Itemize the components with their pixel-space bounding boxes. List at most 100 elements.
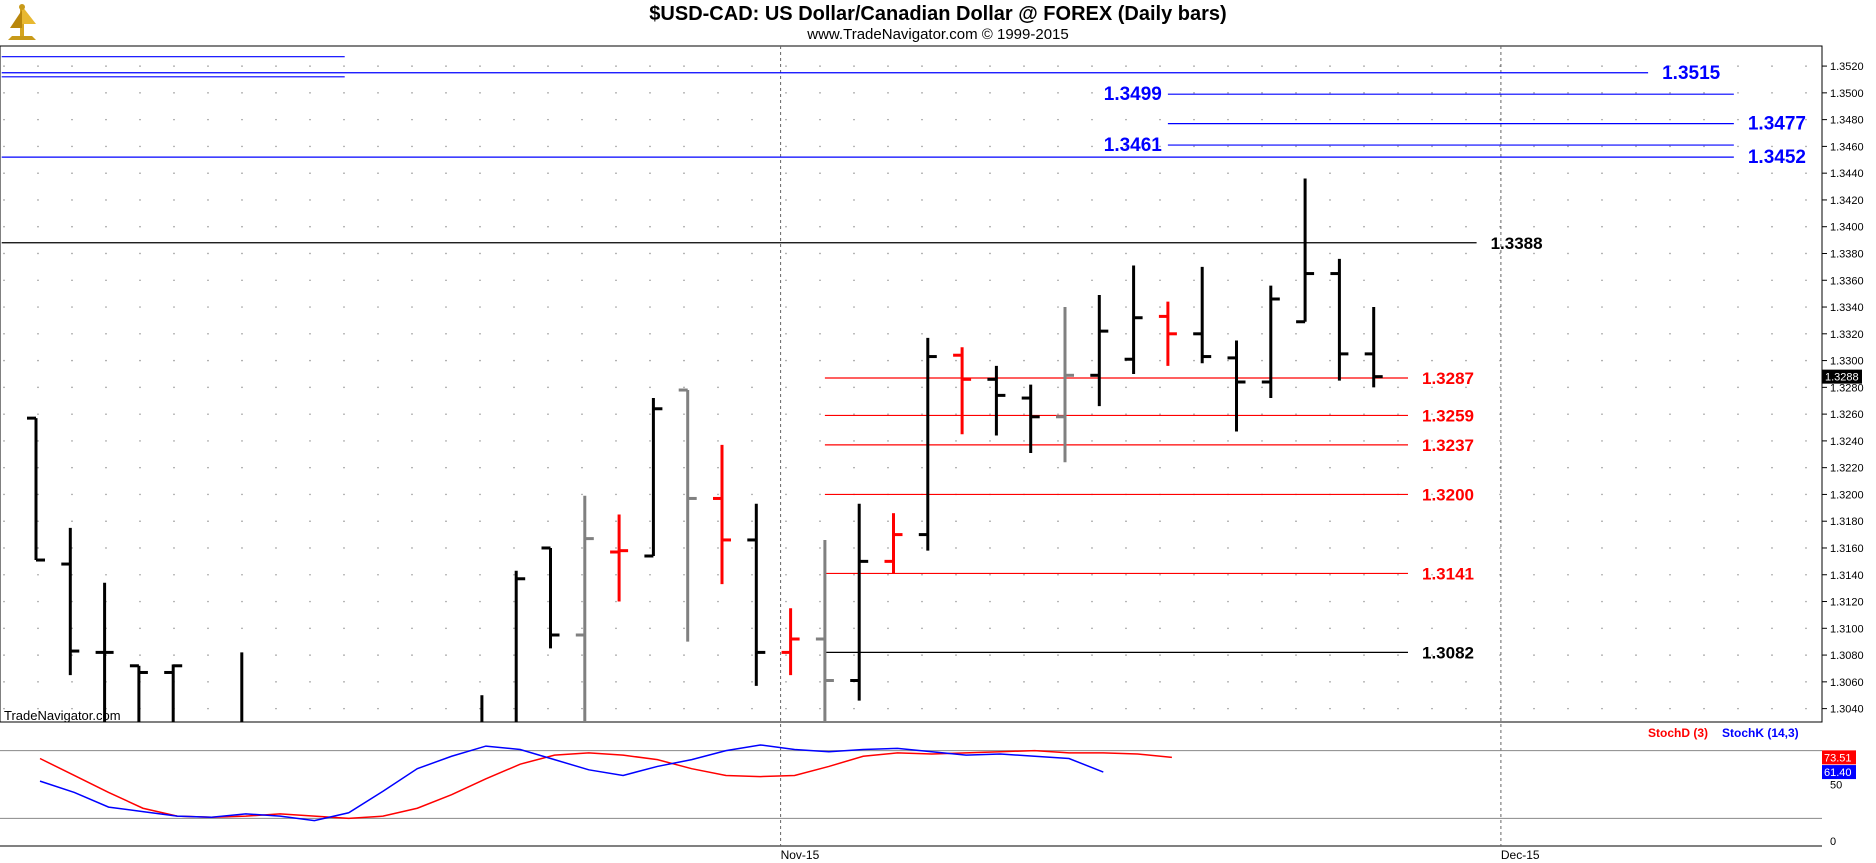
grid-dot xyxy=(173,654,175,656)
grid-dot xyxy=(819,681,821,683)
grid-dot xyxy=(819,654,821,656)
grid-dot xyxy=(1533,145,1535,148)
grid-dot xyxy=(1227,654,1229,656)
grid-dot xyxy=(207,440,209,442)
grid-dot xyxy=(1227,252,1229,255)
grid-dot xyxy=(751,172,753,174)
grid-dot xyxy=(785,118,787,121)
grid-dot xyxy=(1397,627,1399,630)
grid-dot xyxy=(105,199,107,201)
grid-dot xyxy=(275,440,277,442)
grid-dot xyxy=(921,225,923,228)
grid-dot xyxy=(1363,279,1365,282)
grid-dot xyxy=(1567,573,1569,576)
grid-dot xyxy=(1091,92,1093,94)
grid-dot xyxy=(1669,520,1671,523)
grid-dot xyxy=(513,279,515,282)
grid-dot xyxy=(1295,627,1297,630)
grid-dot xyxy=(37,386,39,389)
grid-dot xyxy=(1703,333,1705,335)
grid-dot xyxy=(1431,413,1433,415)
grid-dot xyxy=(1261,681,1263,683)
grid-dot xyxy=(207,627,209,630)
grid-dot xyxy=(71,681,73,683)
grid-dot xyxy=(819,199,821,201)
grid-dot xyxy=(479,92,481,94)
grid-dot xyxy=(1431,466,1433,469)
grid-dot xyxy=(1601,145,1603,148)
grid-dot xyxy=(955,707,957,710)
grid-dot xyxy=(1329,681,1331,683)
grid-dot xyxy=(3,681,5,683)
grid-dot xyxy=(139,145,141,148)
grid-dot xyxy=(411,333,413,335)
grid-dot xyxy=(887,65,889,67)
grid-dot xyxy=(275,279,277,282)
grid-dot xyxy=(37,600,39,603)
grid-dot xyxy=(955,172,957,174)
grid-dot xyxy=(921,92,923,94)
grid-dot xyxy=(1227,627,1229,630)
grid-dot xyxy=(989,520,991,523)
grid-dot xyxy=(1397,547,1399,549)
chart-header: $USD-CAD: US Dollar/Canadian Dollar @ FO… xyxy=(0,0,1876,46)
grid-dot xyxy=(615,145,617,148)
grid-dot xyxy=(683,333,685,335)
grid-dot xyxy=(241,252,243,255)
grid-dot xyxy=(1805,681,1807,683)
grid-dot xyxy=(853,65,855,67)
grid-dot xyxy=(615,520,617,523)
grid-dot xyxy=(309,440,311,442)
grid-dot xyxy=(989,466,991,469)
grid-dot xyxy=(1669,413,1671,415)
grid-dot xyxy=(1567,306,1569,308)
grid-dot xyxy=(887,333,889,335)
grid-dot xyxy=(411,573,413,576)
grid-dot xyxy=(37,252,39,255)
grid-dot xyxy=(445,681,447,683)
grid-dot xyxy=(1295,600,1297,603)
grid-dot xyxy=(819,65,821,67)
grid-dot xyxy=(1159,225,1161,228)
date-axis: Nov-15 Dec-15 xyxy=(781,848,1540,862)
grid-dot xyxy=(1431,65,1433,67)
grid-dot xyxy=(581,520,583,523)
grid-dot xyxy=(683,145,685,148)
grid-dot xyxy=(819,600,821,603)
grid-dot xyxy=(1669,493,1671,496)
grid-dot xyxy=(139,547,141,549)
grid-dot xyxy=(615,466,617,469)
grid-dot xyxy=(887,359,889,362)
price-tick-label: 1.3080 xyxy=(1830,650,1864,662)
grid-dot xyxy=(751,600,753,603)
grid-dot xyxy=(649,333,651,335)
grid-dot xyxy=(105,359,107,362)
grid-dot xyxy=(921,466,923,469)
grid-dot xyxy=(581,333,583,335)
grid-dot xyxy=(1193,681,1195,683)
grid-dot xyxy=(1465,333,1467,335)
price-tick-label: 1.3440 xyxy=(1830,168,1864,180)
grid-dot xyxy=(547,225,549,228)
grid-dot xyxy=(309,413,311,415)
grid-dot xyxy=(1635,333,1637,335)
grid-dot xyxy=(1805,118,1807,121)
grid-dot xyxy=(1227,306,1229,308)
grid-dot xyxy=(717,172,719,174)
grid-dot xyxy=(819,279,821,282)
grid-dot xyxy=(1771,279,1773,282)
grid-dot xyxy=(955,279,957,282)
grid-dot xyxy=(717,547,719,549)
grid-dot xyxy=(1329,225,1331,228)
grid-dot xyxy=(1703,359,1705,362)
grid-dot xyxy=(1805,466,1807,469)
grid-dot xyxy=(1601,306,1603,308)
grid-dot xyxy=(1057,225,1059,228)
grid-dot xyxy=(309,92,311,94)
grid-dot xyxy=(1533,65,1535,67)
grid-dot xyxy=(785,225,787,228)
grid-dot xyxy=(71,65,73,67)
grid-dot xyxy=(1159,547,1161,549)
grid-dot xyxy=(1023,547,1025,549)
grid-dot xyxy=(887,413,889,415)
